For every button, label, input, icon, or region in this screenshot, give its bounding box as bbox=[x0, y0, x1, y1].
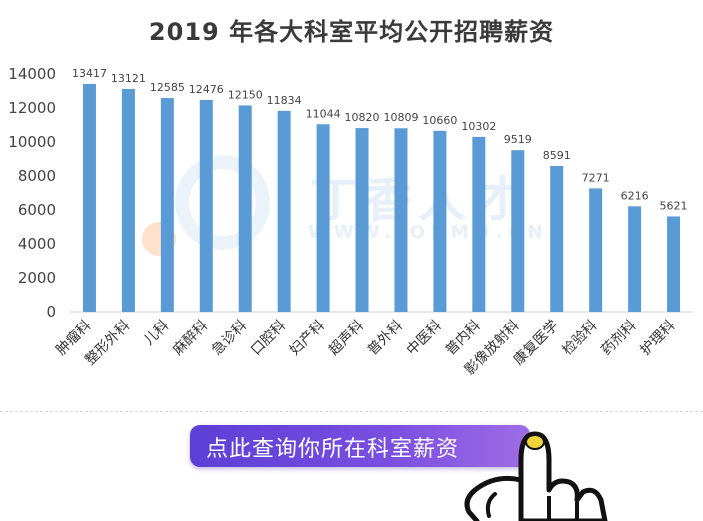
x-tick-label: 儿科 bbox=[141, 318, 172, 349]
data-label: 8591 bbox=[543, 149, 571, 162]
bar bbox=[433, 130, 447, 312]
bar bbox=[277, 110, 291, 313]
y-tick-label: 6000 bbox=[18, 201, 56, 219]
data-label: 11044 bbox=[306, 107, 341, 120]
x-tick-label: 中医科 bbox=[404, 318, 445, 359]
y-tick-label: 12000 bbox=[8, 99, 56, 117]
query-salary-label: 点此查询你所在科室薪资 bbox=[206, 437, 460, 462]
data-label: 10809 bbox=[383, 111, 418, 124]
data-label: 12476 bbox=[189, 83, 224, 96]
pointing-hand-icon bbox=[464, 431, 608, 521]
data-label: 5621 bbox=[660, 199, 688, 212]
data-label: 11834 bbox=[267, 94, 302, 107]
y-tick-label: 10000 bbox=[8, 133, 56, 151]
data-label: 6216 bbox=[621, 189, 649, 202]
data-label: 10302 bbox=[461, 120, 496, 133]
chart-title: 2019 年各大科室平均公开招聘薪资 bbox=[148, 18, 555, 46]
data-label: 10660 bbox=[422, 114, 457, 127]
x-tick-label: 护理科 bbox=[637, 318, 678, 359]
y-tick-label: 14000 bbox=[8, 65, 56, 83]
bar bbox=[589, 188, 603, 312]
x-tick-label: 妇产科 bbox=[286, 317, 328, 359]
data-label: 7271 bbox=[582, 171, 610, 184]
bar bbox=[394, 128, 408, 312]
query-salary-button[interactable]: 点此查询你所在科室薪资 bbox=[190, 425, 530, 467]
bar bbox=[550, 165, 564, 312]
x-tick-label: 口腔科 bbox=[248, 318, 289, 359]
data-label: 12585 bbox=[150, 81, 185, 94]
x-tick-label: 普外科 bbox=[365, 318, 406, 359]
y-tick-label: 8000 bbox=[18, 167, 56, 185]
bar bbox=[316, 124, 330, 312]
x-tick-label: 急诊科 bbox=[209, 318, 250, 359]
bar bbox=[472, 136, 486, 312]
bar bbox=[121, 88, 135, 313]
data-label: 10820 bbox=[345, 111, 380, 124]
chart-panel: 2019 年各大科室平均公开招聘薪资 丁香人才 WWW.JOBMD.CN 0 20… bbox=[0, 18, 703, 412]
bar bbox=[199, 99, 213, 313]
x-tick-label: 检验科 bbox=[559, 318, 600, 359]
bar bbox=[238, 105, 252, 312]
data-label: 13417 bbox=[72, 67, 107, 80]
bar bbox=[511, 150, 525, 312]
bar bbox=[160, 98, 174, 313]
y-tick-label: 4000 bbox=[18, 235, 56, 253]
bar bbox=[355, 128, 369, 312]
x-tick-label: 超声科 bbox=[326, 318, 367, 359]
data-label: 12150 bbox=[228, 88, 263, 101]
bar bbox=[82, 83, 96, 312]
data-label: 13121 bbox=[111, 72, 146, 85]
data-label: 9519 bbox=[504, 133, 532, 146]
y-tick-label: 0 bbox=[46, 303, 56, 321]
bar bbox=[628, 206, 642, 312]
bar bbox=[667, 216, 681, 312]
x-tick-label: 麻醉科 bbox=[170, 318, 211, 359]
y-tick-label: 2000 bbox=[18, 269, 56, 287]
x-tick-label: 药剂科 bbox=[598, 318, 639, 359]
